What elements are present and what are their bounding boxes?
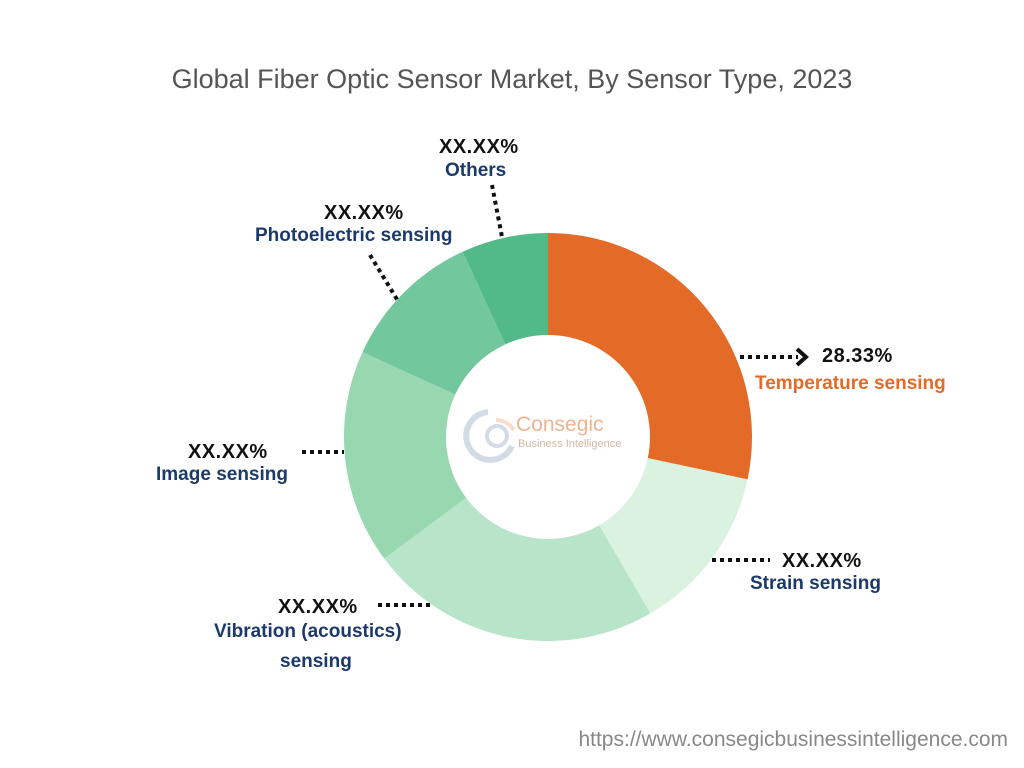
slice-strain-sensing xyxy=(599,458,748,614)
temperature-label: Temperature sensing xyxy=(755,373,946,394)
leader-photoelectric xyxy=(368,253,400,303)
slice-others xyxy=(462,233,548,345)
vibration-label-line1: Vibration (acoustics) xyxy=(214,621,402,642)
slice-image-sensing xyxy=(343,352,467,559)
strain-value: XX.XX% xyxy=(782,550,862,572)
strain-label: Strain sensing xyxy=(750,573,881,594)
watermark-logo xyxy=(463,409,516,463)
vibration-label-line2: sensing xyxy=(280,651,352,672)
temperature-value: 28.33% xyxy=(822,345,893,367)
photoelectric-value: XX.XX% xyxy=(324,202,404,224)
slice-vibration-acoustics-sensing xyxy=(384,497,651,641)
image-label: Image sensing xyxy=(156,464,288,485)
others-label: Others xyxy=(445,160,507,181)
others-value: XX.XX% xyxy=(439,136,519,158)
watermark-brand: Consegic xyxy=(516,413,604,436)
slice-temperature-sensing xyxy=(548,233,752,480)
photoelectric-label: Photoelectric sensing xyxy=(255,225,453,246)
watermark-sub: Business Intelligence xyxy=(518,438,622,450)
source-url: https://www.consegicbusinessintelligence… xyxy=(578,728,1008,751)
arrow-icon xyxy=(795,347,810,367)
slice-photoelectric-sensing xyxy=(362,251,506,395)
vibration-value: XX.XX% xyxy=(278,596,358,618)
image-value: XX.XX% xyxy=(188,441,268,463)
chart-title: Global Fiber Optic Sensor Market, By Sen… xyxy=(171,64,853,94)
leader-others xyxy=(490,184,504,238)
